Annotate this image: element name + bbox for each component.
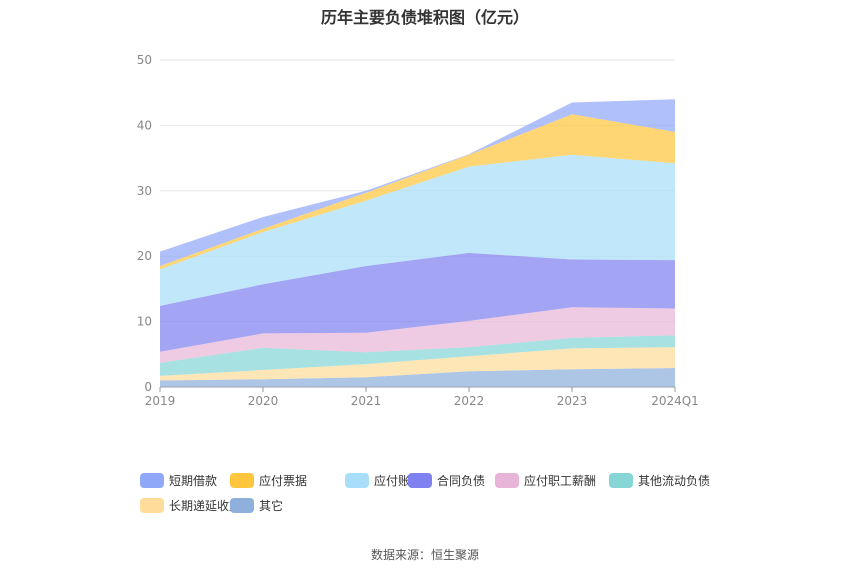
x-tick-label: 2021 (351, 394, 382, 408)
legend-swatch (140, 473, 164, 488)
legend-item[interactable]: 长期递延收益 (140, 497, 241, 514)
x-tick-label: 2020 (248, 394, 279, 408)
legend-item[interactable]: 其他流动负债 (609, 472, 710, 489)
legend-swatch (408, 473, 432, 488)
y-tick-label: 40 (137, 118, 152, 132)
area-series (160, 368, 675, 387)
area-series (160, 99, 675, 266)
legend-label: 应付职工薪酬 (524, 474, 597, 488)
y-tick-label: 0 (144, 380, 152, 394)
legend-item[interactable]: 应付职工薪酬 (495, 472, 596, 489)
legend-swatch (230, 473, 254, 488)
legend-label: 应付票据 (259, 474, 308, 488)
y-tick-label: 20 (137, 249, 152, 263)
area-series (160, 252, 675, 352)
area-series (160, 114, 675, 270)
axes: 0 10 20 30 40 50 2019 2020 2021 2022 2023 2024Q1 (137, 53, 699, 408)
x-tick-label: 2024Q1 (651, 394, 699, 408)
legend-label: 合同负债 (437, 474, 486, 488)
y-tick-label: 50 (137, 53, 152, 67)
x-tick-label: 2023 (557, 394, 588, 408)
legend-item[interactable]: 合同负债 (408, 472, 485, 489)
y-tick-label: 10 (137, 315, 152, 329)
area-series (160, 307, 675, 363)
legend-label: 长期递延收益 (169, 499, 242, 513)
area-series (160, 347, 675, 381)
x-tick-label: 2019 (145, 394, 176, 408)
legend-label: 其他流动负债 (638, 474, 711, 488)
series-areas (160, 99, 675, 387)
legend-label: 短期借款 (169, 474, 218, 488)
legend-swatch (495, 473, 519, 488)
area-series (160, 154, 675, 306)
x-tick-label: 2022 (454, 394, 485, 408)
legend-item[interactable]: 短期借款 (140, 472, 217, 489)
legend-item[interactable]: 应付票据 (230, 472, 307, 489)
legend-swatch (345, 473, 369, 488)
chart-title: 历年主要负债堆积图（亿元） (320, 8, 529, 27)
legend-item[interactable]: 其它 (230, 497, 283, 514)
y-tick-label: 30 (137, 184, 152, 198)
area-series (160, 335, 675, 376)
legend-swatch (140, 498, 164, 513)
legend-swatch (609, 473, 633, 488)
legend-swatch (230, 498, 254, 513)
data-source: 数据来源：恒生聚源 (370, 548, 479, 562)
legend-label: 其它 (259, 499, 284, 513)
